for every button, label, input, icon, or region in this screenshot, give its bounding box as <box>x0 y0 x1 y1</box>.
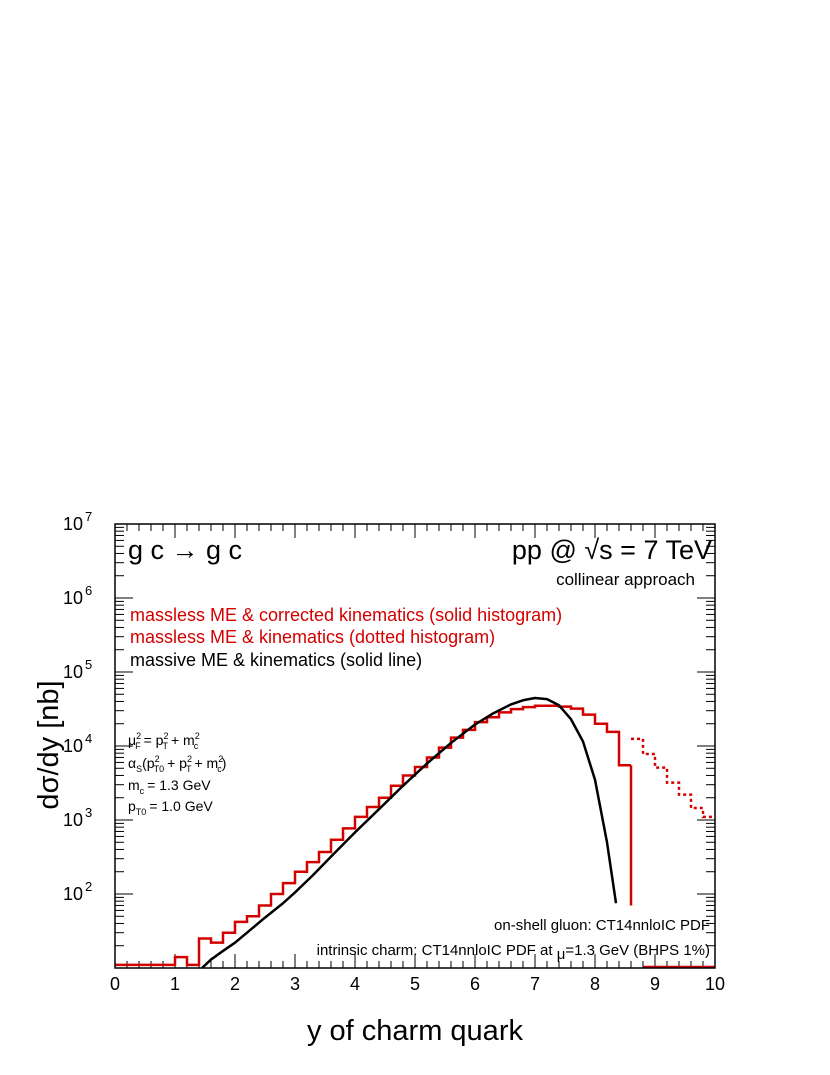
y-tick-label-exponent: 5 <box>85 657 92 672</box>
legend-entry-dotted: massless ME & kinematics (dotted histogr… <box>130 627 495 647</box>
legend-entry-corrected: massless ME & corrected kinematics (soli… <box>130 605 562 625</box>
parameter-block: μ2 F = p2 T + m2 c αS(p2 T0 + p2 T + m2 c) mc = 1.3… <box>128 731 226 817</box>
axis-ticks <box>114 524 716 969</box>
param-pt0: pT0 = 1.0 GeV <box>128 798 213 817</box>
y-tick-label-exponent: 4 <box>85 731 92 746</box>
x-tick-label: 10 <box>705 974 725 994</box>
series-corrected-histogram <box>115 704 631 967</box>
x-tick-label: 5 <box>410 974 420 994</box>
collision-energy-label: pp @ √s = 7 TeV <box>512 535 712 565</box>
param-mu-factorization: μ2 F = p2 T + m2 c <box>128 731 200 751</box>
note-intrinsic-charm-pdf: intrinsic charm: CT14nnloIC PDF at μ=1.3… <box>317 942 710 963</box>
x-tick-label: 2 <box>230 974 240 994</box>
y-tick-label-exponent: 2 <box>85 879 92 894</box>
y-tick-label: 10 <box>63 514 83 534</box>
y-tick-label: 10 <box>63 588 83 608</box>
note-gluon-pdf: on-shell gluon: CT14nnloIC PDF <box>494 917 710 934</box>
param-alpha-s: αS(p2 T0 + p2 T + m2 c) <box>128 754 226 774</box>
x-tick-label: 8 <box>590 974 600 994</box>
plot-series <box>115 696 715 969</box>
y-tick-label: 10 <box>63 662 83 682</box>
plot-frame <box>114 523 716 969</box>
x-tick-label: 6 <box>470 974 480 994</box>
x-tick-label: 0 <box>110 974 120 994</box>
param-charm-mass: mc = 1.3 GeV <box>128 777 211 796</box>
y-axis-label: dσ/dy [nb] <box>33 680 65 809</box>
x-tick-label: 9 <box>650 974 660 994</box>
x-tick-label: 4 <box>350 974 360 994</box>
series-massive-line <box>201 696 618 969</box>
y-tick-label-exponent: 3 <box>85 805 92 820</box>
y-tick-label: 10 <box>63 884 83 904</box>
x-tick-label: 7 <box>530 974 540 994</box>
x-axis-label: y of charm quark <box>307 1015 523 1047</box>
approach-label: collinear approach <box>556 570 695 589</box>
series-dotted-histogram <box>631 737 715 819</box>
y-tick-label-exponent: 7 <box>85 509 92 524</box>
chart-title: g c → g c <box>128 535 242 565</box>
y-tick-label: 10 <box>63 810 83 830</box>
y-tick-label: 10 <box>63 736 83 756</box>
x-tick-labels: 0 1 2 3 4 5 6 7 8 9 10 <box>110 974 725 994</box>
legend-entry-massive: massive ME & kinematics (solid line) <box>130 650 422 670</box>
x-tick-label: 1 <box>170 974 180 994</box>
x-tick-label: 3 <box>290 974 300 994</box>
y-tick-label-exponent: 6 <box>85 583 92 598</box>
